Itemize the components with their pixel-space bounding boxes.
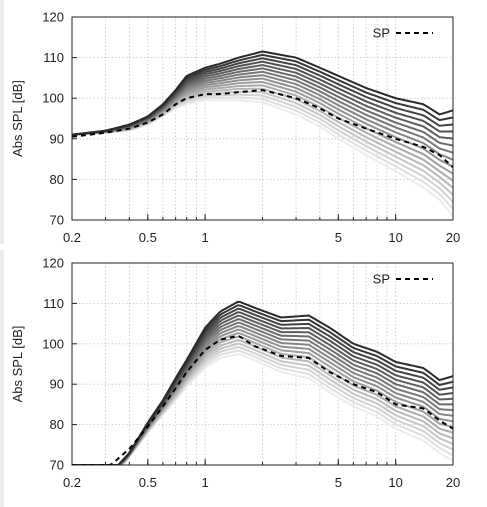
- spl-curve: [72, 50, 453, 136]
- x-tick-label: 5: [335, 230, 342, 245]
- x-tick-label: 1: [202, 475, 209, 490]
- chart-panel-bottom: 70 80 90 100 110 120 0.2 0.5 1 5 10 20 Abs SPL [dB] S…: [10, 256, 460, 491]
- y-tick-label: 70: [50, 458, 64, 473]
- y-tick-label: 110: [43, 296, 64, 311]
- x-tick-label: 10: [388, 475, 402, 490]
- curve-family: [72, 300, 453, 465]
- x-tick-label: 0.2: [63, 475, 81, 490]
- y-tick-label: 100: [42, 336, 64, 351]
- legend-label: SP: [373, 272, 390, 287]
- window-edge-strip-bottom: [0, 250, 4, 507]
- y-axis-label: Abs SPL [dB]: [10, 326, 25, 403]
- x-tick-label: 20: [446, 230, 460, 245]
- y-axis-label: Abs SPL [dB]: [10, 80, 25, 157]
- y-tick-label: 110: [43, 50, 64, 65]
- x-tick-label: 20: [446, 475, 460, 490]
- sp-dashed-line: [72, 89, 453, 168]
- x-tick-label: 0.5: [139, 230, 157, 245]
- y-tick-label: 90: [50, 131, 64, 146]
- y-tick-label: 70: [50, 213, 64, 228]
- y-tick-label: 80: [50, 417, 64, 432]
- x-tick-label: 0.5: [139, 475, 157, 490]
- y-tick-label: 100: [42, 91, 64, 106]
- window-edge-strip-top: [0, 0, 4, 244]
- y-tick-label: 120: [42, 256, 64, 271]
- x-tick-label: 1: [202, 230, 209, 245]
- spl-curve: [72, 300, 453, 465]
- spl-curve: [72, 96, 453, 210]
- chart-panel-top: 70 80 90 100 110 120 0.2 0.5 1 5 10 20 Abs SPL [dB] S…: [10, 10, 460, 246]
- y-tick-label: 80: [50, 172, 64, 187]
- x-tick-label: 5: [335, 475, 342, 490]
- y-tick-label: 120: [42, 10, 64, 25]
- legend-label: SP: [373, 26, 390, 41]
- y-tick-label: 90: [50, 377, 64, 392]
- x-tick-label: 0.2: [63, 230, 81, 245]
- sp-dashed-line: [72, 334, 453, 465]
- curve-family: [72, 50, 453, 217]
- x-tick-label: 10: [388, 230, 402, 245]
